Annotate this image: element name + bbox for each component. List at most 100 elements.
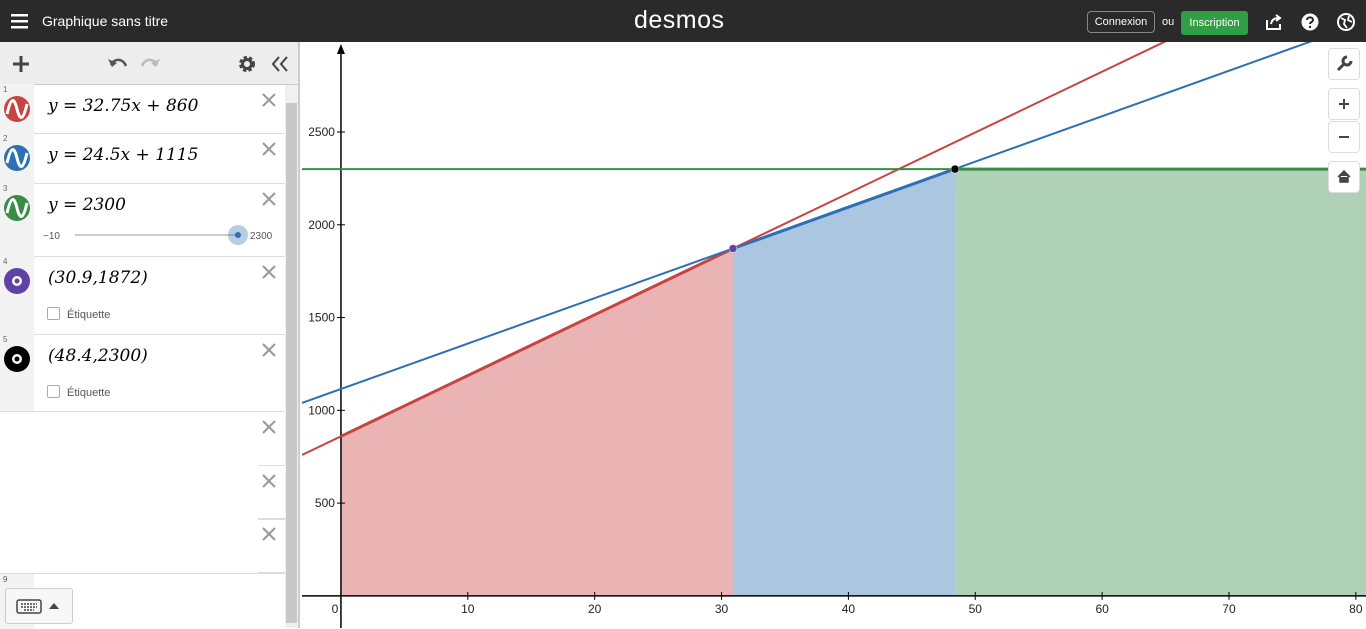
icon-dot — [14, 356, 20, 362]
icon-wave — [5, 148, 29, 168]
zoom-in-button[interactable] — [1328, 88, 1360, 120]
slider-min: −10 — [43, 231, 60, 242]
scrollbar — [285, 85, 298, 628]
delete-icon — [262, 93, 276, 107]
shaded-region — [954, 169, 1366, 596]
y-tick-label: 2500 — [308, 125, 335, 139]
y-tick-label: 500 — [315, 496, 335, 510]
y-tick-label: 1000 — [308, 403, 335, 417]
expression-row[interactable]: 1 y = 32.75x + 860 — [0, 84, 285, 134]
delete-button[interactable] — [261, 92, 277, 108]
x-tick-label: 10 — [461, 602, 475, 616]
x-tick-label: 60 — [1095, 602, 1109, 616]
delete-icon — [262, 142, 276, 156]
x-tick-label: 80 — [1349, 602, 1363, 616]
expression-text[interactable]: (30.9,1872) — [48, 268, 148, 288]
empty-row[interactable] — [258, 465, 285, 520]
add-button[interactable] — [12, 55, 30, 73]
collapse-button[interactable] — [270, 55, 290, 73]
graph-settings-button[interactable] — [1328, 48, 1360, 80]
expression-icon[interactable] — [3, 144, 31, 172]
delete-icon — [262, 474, 276, 488]
menu-icon[interactable] — [11, 13, 29, 29]
expression-text[interactable]: y = 2300 — [48, 195, 126, 215]
delete-button[interactable] — [261, 526, 277, 542]
empty-row[interactable] — [258, 518, 285, 573]
delete-icon — [262, 420, 276, 434]
delete-icon — [262, 192, 276, 206]
minus-icon — [1339, 136, 1349, 138]
x-tick-label: 70 — [1222, 602, 1236, 616]
expression-row[interactable]: 5 (48.4,2300) Étiquette — [0, 334, 285, 412]
plus-icon — [1339, 99, 1349, 109]
settings-button[interactable] — [238, 55, 256, 73]
expression-row[interactable]: 4 (30.9,1872) Étiquette — [0, 256, 285, 335]
icon-wave — [5, 99, 29, 119]
expression-text[interactable]: y = 32.75x + 860 — [48, 96, 199, 116]
undo-button[interactable] — [107, 55, 129, 71]
graph-title[interactable]: Graphique sans titre — [42, 13, 169, 29]
y-tick-label: 1500 — [308, 311, 335, 325]
slider-knob[interactable] — [228, 225, 248, 245]
expression-index: 5 — [3, 335, 8, 344]
graph-paper[interactable]: 0 10 20 30 40 50 60 70 80 500 1000 1500 2000 2500 — [302, 42, 1366, 628]
delete-button[interactable] — [261, 141, 277, 157]
x-tick-label: 50 — [969, 602, 983, 616]
x-tick-label: 20 — [588, 602, 602, 616]
expression-row[interactable]: 2 y = 24.5x + 1115 — [0, 133, 285, 184]
top-bar: Graphique sans titre desmos Connexion ou… — [0, 0, 1366, 42]
keyboard-button[interactable] — [5, 588, 73, 624]
label-checkbox[interactable] — [47, 307, 60, 320]
logo: desmos — [634, 6, 725, 34]
expression-icon[interactable] — [3, 194, 31, 222]
help-icon[interactable] — [1301, 13, 1319, 31]
expression-index: 1 — [3, 85, 8, 94]
panel-toolbar — [0, 42, 298, 85]
share-icon[interactable] — [1265, 13, 1283, 31]
x-tick-label: 40 — [842, 602, 856, 616]
icon-dot — [14, 278, 20, 284]
label-checkbox-text: Étiquette — [67, 309, 111, 321]
language-icon[interactable] — [1337, 13, 1355, 31]
delete-button[interactable] — [261, 191, 277, 207]
delete-button[interactable] — [261, 342, 277, 358]
delete-button[interactable] — [261, 419, 277, 435]
delete-icon — [262, 527, 276, 541]
slider-knob-center — [235, 232, 241, 238]
delete-button[interactable] — [261, 264, 277, 280]
expression-index: 4 — [3, 257, 8, 266]
shaded-region — [340, 248, 733, 596]
x-tick-label: 0 — [332, 602, 339, 616]
expression-panel: 1 y = 32.75x + 860 2 y = 24.5x + 1115 3 y = 2… — [0, 42, 300, 629]
redo-button[interactable] — [139, 55, 161, 71]
home-icon — [1337, 169, 1351, 183]
delete-icon — [262, 265, 276, 279]
expression-row[interactable]: 3 y = 2300 −10 2300 — [0, 183, 285, 257]
wrench-icon — [1336, 55, 1353, 72]
function-line — [302, 42, 1313, 404]
point — [728, 244, 738, 253]
login-button[interactable]: Connexion — [1087, 11, 1155, 33]
expression-text[interactable]: (48.4,2300) — [48, 346, 148, 366]
delete-icon — [262, 343, 276, 357]
y-axis-arrow — [336, 44, 345, 54]
keyboard-icon — [16, 599, 59, 614]
expression-index: 3 — [3, 184, 8, 193]
y-tick-label: 2000 — [308, 218, 335, 232]
point — [950, 164, 960, 174]
label-checkbox[interactable] — [47, 385, 60, 398]
slider-max: 2300 — [250, 231, 273, 242]
expression-icon[interactable] — [3, 267, 31, 295]
zoom-out-button[interactable] — [1328, 121, 1360, 153]
home-button[interactable] — [1328, 161, 1360, 193]
expression-text[interactable]: y = 24.5x + 1115 — [48, 145, 199, 165]
empty-row[interactable] — [258, 411, 285, 466]
slider-track — [75, 234, 238, 236]
delete-button[interactable] — [261, 473, 277, 489]
function-line — [302, 42, 1167, 456]
expression-icon[interactable] — [3, 95, 31, 123]
expression-icon[interactable] — [3, 345, 31, 373]
signup-button[interactable]: Inscription — [1181, 11, 1248, 35]
scroll-thumb[interactable] — [286, 103, 297, 623]
